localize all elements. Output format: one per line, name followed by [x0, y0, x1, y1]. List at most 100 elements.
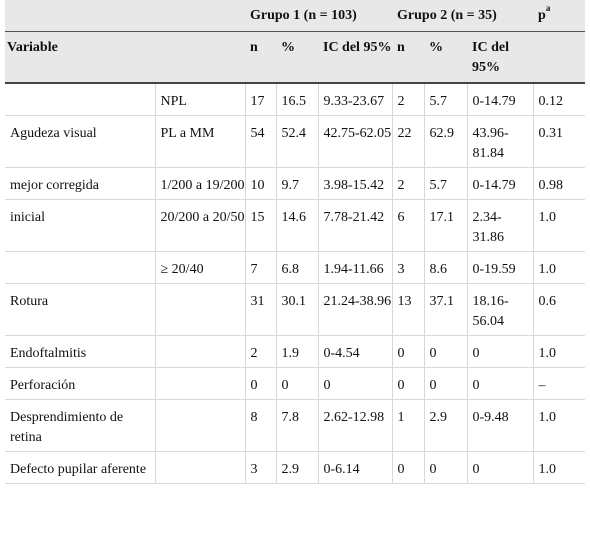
variable-cell	[5, 83, 156, 116]
table-row: Endoftalmitis 2 1.9 0-4.54 0 0 0 1.0	[5, 335, 586, 368]
ic-header-g2: IC del 95%	[467, 31, 534, 84]
header-blank	[155, 31, 245, 84]
ic-cell-g2: 18.16-56.04	[467, 283, 534, 336]
ic-cell-g1: 2.62-12.98	[318, 399, 393, 452]
pct-cell-g1: 1.9	[276, 335, 319, 368]
header-blank	[5, 0, 155, 32]
variable-cell: mejor corregida	[5, 167, 156, 200]
ic-cell-g2: 0-19.59	[467, 251, 534, 284]
ic-cell-g2: 43.96-81.84	[467, 115, 534, 168]
pct-cell-g1: 6.8	[276, 251, 319, 284]
subcategory-cell: 1/200 a 19/200	[155, 167, 246, 200]
pct-cell-g1: 52.4	[276, 115, 319, 168]
n-cell-g2: 22	[392, 115, 425, 168]
pct-cell-g2: 37.1	[424, 283, 468, 336]
p-header: pa	[533, 0, 586, 32]
pct-cell-g2: 17.1	[424, 199, 468, 252]
variable-cell: Rotura	[5, 283, 156, 336]
pct-cell-g2: 5.7	[424, 167, 468, 200]
n-cell-g2: 6	[392, 199, 425, 252]
variable-header: Variable	[5, 31, 155, 84]
subcategory-cell: 20/200 a 20/50	[155, 199, 246, 252]
p-value-cell: –	[533, 367, 586, 400]
n-cell-g1: 54	[245, 115, 277, 168]
n-cell-g1: 15	[245, 199, 277, 252]
pct-cell-g1: 0	[276, 367, 319, 400]
ic-cell-g2: 2.34-31.86	[467, 199, 534, 252]
header-row-columns: Variable n % IC del 95% n % IC del 95%	[5, 31, 586, 84]
table-row: Desprendimiento de retina 8 7.8 2.62-12.98 1…	[5, 399, 586, 452]
header-row-groups: Grupo 1 (n = 103) Grupo 2 (n = 35) pa	[5, 0, 586, 32]
ic-header-g1: IC del 95%	[318, 31, 393, 84]
ic-cell-g1: 0	[318, 367, 393, 400]
table-row: mejor corregida 1/200 a 19/200 10 9.7 3.98-1…	[5, 167, 586, 200]
ic-cell-g2: 0	[467, 335, 534, 368]
header-blank	[533, 31, 586, 84]
ic-cell-g1: 7.78-21.42	[318, 199, 393, 252]
pct-cell-g2: 8.6	[424, 251, 468, 284]
n-cell-g1: 8	[245, 399, 277, 452]
variable-cell: Endoftalmitis	[5, 335, 156, 368]
pct-cell-g1: 7.8	[276, 399, 319, 452]
pct-header-g1: %	[276, 31, 318, 84]
p-label: p	[538, 8, 546, 23]
group1-header: Grupo 1 (n = 103)	[245, 0, 393, 32]
n-cell-g2: 0	[392, 451, 425, 484]
variable-cell: Perforación	[5, 367, 156, 400]
ic-cell-g2: 0	[467, 451, 534, 484]
ic-cell-g2: 0-14.79	[467, 83, 534, 116]
subcategory-cell	[155, 335, 246, 368]
ic-cell-g1: 0-6.14	[318, 451, 393, 484]
variable-cell: inicial	[5, 199, 156, 252]
table-row: ≥ 20/40 7 6.8 1.94-11.66 3 8.6 0-19.59 1.0	[5, 251, 586, 284]
pct-cell-g1: 30.1	[276, 283, 319, 336]
table-row: inicial 20/200 a 20/50 15 14.6 7.78-21.42 6 17…	[5, 199, 586, 252]
pct-cell-g1: 16.5	[276, 83, 319, 116]
n-cell-g2: 2	[392, 83, 425, 116]
table-row: Agudeza visual PL a MM 54 52.4 42.75-62.05 22…	[5, 115, 586, 168]
pct-cell-g2: 5.7	[424, 83, 468, 116]
pct-cell-g2: 0	[424, 451, 468, 484]
n-cell-g2: 1	[392, 399, 425, 452]
subcategory-cell: ≥ 20/40	[155, 251, 246, 284]
n-cell-g2: 2	[392, 167, 425, 200]
n-cell-g2: 13	[392, 283, 425, 336]
subcategory-cell	[155, 451, 246, 484]
n-header-g2: n	[392, 31, 425, 84]
n-header-g1: n	[245, 31, 276, 84]
pct-cell-g2: 0	[424, 367, 468, 400]
p-value-cell: 0.12	[533, 83, 586, 116]
n-cell-g1: 0	[245, 367, 277, 400]
subcategory-cell: NPL	[155, 83, 246, 116]
p-value-cell: 1.0	[533, 399, 586, 452]
table-row: NPL 17 16.5 9.33-23.67 2 5.7 0-14.79 0.12	[5, 83, 586, 116]
p-value-cell: 1.0	[533, 451, 586, 484]
n-cell-g2: 0	[392, 367, 425, 400]
table-row: Defecto pupilar aferente 3 2.9 0-6.14 0 0 0 1.0	[5, 451, 586, 484]
subcategory-cell	[155, 367, 246, 400]
p-value-cell: 1.0	[533, 199, 586, 252]
p-value-cell: 1.0	[533, 335, 586, 368]
variable-cell: Desprendimiento de retina	[5, 399, 156, 452]
pct-header-g2: %	[424, 31, 468, 84]
ic-cell-g1: 21.24-38.96	[318, 283, 393, 336]
group2-header: Grupo 2 (n = 35)	[392, 0, 534, 32]
variable-cell: Agudeza visual	[5, 115, 156, 168]
p-value-cell: 1.0	[533, 251, 586, 284]
pct-cell-g1: 2.9	[276, 451, 319, 484]
p-value-cell: 0.6	[533, 283, 586, 336]
results-table: Grupo 1 (n = 103) Grupo 2 (n = 35) pa Va…	[5, 0, 586, 484]
ic-cell-g1: 3.98-15.42	[318, 167, 393, 200]
p-value-cell: 0.31	[533, 115, 586, 168]
pct-cell-g2: 62.9	[424, 115, 468, 168]
ic-cell-g2: 0-14.79	[467, 167, 534, 200]
n-cell-g1: 31	[245, 283, 277, 336]
n-cell-g2: 3	[392, 251, 425, 284]
pct-cell-g1: 14.6	[276, 199, 319, 252]
table-row: Rotura 31 30.1 21.24-38.96 13 37.1 18.16-56.04…	[5, 283, 586, 336]
n-cell-g1: 7	[245, 251, 277, 284]
n-cell-g1: 17	[245, 83, 277, 116]
ic-cell-g1: 9.33-23.67	[318, 83, 393, 116]
variable-cell	[5, 251, 156, 284]
table-row: Perforación 0 0 0 0 0 0–	[5, 367, 586, 400]
